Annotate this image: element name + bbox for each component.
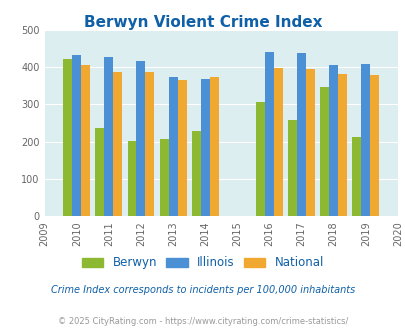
Bar <box>136 61 145 216</box>
Bar <box>104 56 113 216</box>
Bar <box>360 64 369 216</box>
Bar <box>177 80 186 216</box>
Legend: Berwyn, Illinois, National: Berwyn, Illinois, National <box>77 252 328 274</box>
Bar <box>168 78 177 216</box>
Bar <box>296 53 305 216</box>
Bar <box>337 75 346 216</box>
Bar <box>209 77 218 216</box>
Bar <box>264 52 273 216</box>
Bar <box>305 69 314 216</box>
Text: Crime Index corresponds to incidents per 100,000 inhabitants: Crime Index corresponds to incidents per… <box>51 285 354 295</box>
Bar <box>200 79 209 216</box>
Bar <box>320 87 328 216</box>
Text: © 2025 CityRating.com - https://www.cityrating.com/crime-statistics/: © 2025 CityRating.com - https://www.city… <box>58 317 347 326</box>
Bar <box>72 55 81 216</box>
Bar <box>81 65 90 216</box>
Bar <box>328 65 337 216</box>
Bar <box>273 68 282 216</box>
Bar <box>369 75 378 216</box>
Bar <box>255 102 264 216</box>
Bar <box>63 59 72 216</box>
Text: Berwyn Violent Crime Index: Berwyn Violent Crime Index <box>83 15 322 30</box>
Bar <box>288 120 296 216</box>
Bar <box>113 72 122 216</box>
Bar <box>127 141 136 216</box>
Bar <box>159 139 168 216</box>
Bar <box>352 137 360 216</box>
Bar <box>191 131 200 216</box>
Bar <box>95 128 104 216</box>
Bar <box>145 72 154 216</box>
